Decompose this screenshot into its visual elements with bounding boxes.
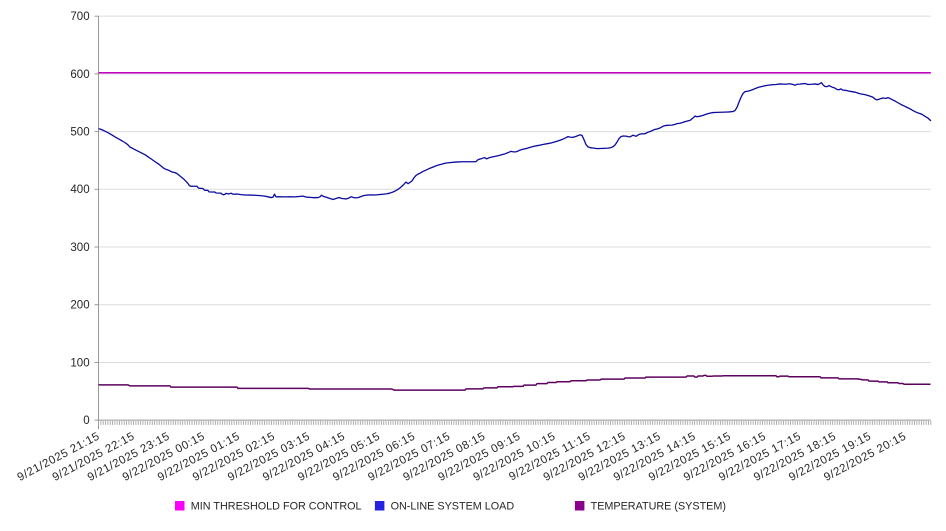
- svg-text:600: 600: [70, 69, 89, 81]
- svg-text:TEMPERATURE (SYSTEM): TEMPERATURE (SYSTEM): [591, 501, 726, 513]
- svg-text:ON-LINE SYSTEM LOAD: ON-LINE SYSTEM LOAD: [391, 501, 515, 513]
- svg-text:0: 0: [83, 415, 89, 427]
- svg-text:MIN THRESHOLD FOR CONTROL: MIN THRESHOLD FOR CONTROL: [191, 501, 362, 513]
- svg-text:200: 200: [70, 300, 89, 312]
- svg-text:400: 400: [70, 184, 89, 196]
- svg-text:100: 100: [70, 357, 89, 369]
- svg-text:300: 300: [70, 242, 89, 254]
- svg-text:500: 500: [70, 127, 89, 139]
- svg-text:700: 700: [70, 11, 89, 23]
